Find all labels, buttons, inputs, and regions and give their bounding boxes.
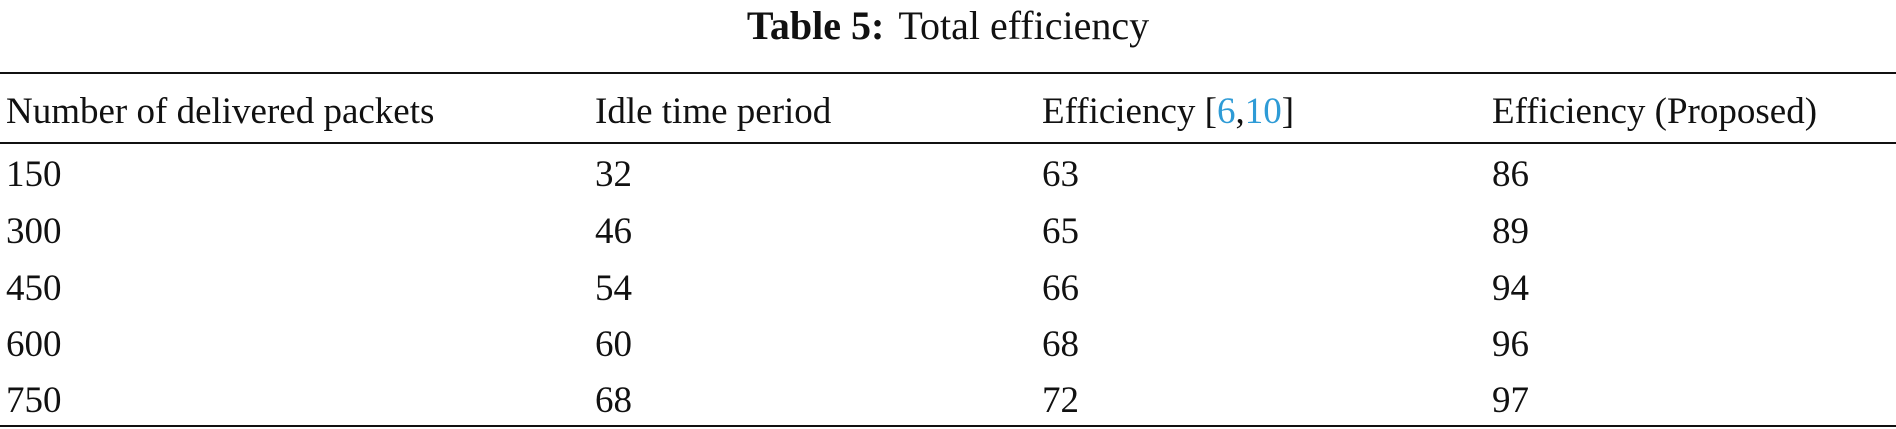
table-cell: 54	[595, 268, 632, 309]
caption-title: Total efficiency	[898, 3, 1150, 48]
citation-link[interactable]: 10	[1244, 91, 1282, 132]
header-cell: Efficiency (Proposed)	[1492, 91, 1818, 132]
table-cell: 32	[595, 154, 632, 195]
table-cell: 300	[6, 211, 62, 252]
table-cell: 46	[595, 211, 632, 252]
header-cell: Number of delivered packets	[6, 91, 435, 132]
table-cell: 94	[1492, 268, 1529, 309]
table-caption: Table 5: Total efficiency	[0, 2, 1896, 49]
table-cell: 150	[6, 154, 62, 195]
header-text: Efficiency [	[1042, 91, 1217, 132]
table-cell: 60	[595, 324, 632, 365]
header-cell: Efficiency [6,10]	[1042, 93, 1294, 130]
table-cell: 450	[6, 268, 62, 309]
table-cell: 63	[1042, 154, 1079, 195]
table-cell: 96	[1492, 324, 1529, 365]
bottom-rule	[0, 425, 1896, 427]
table-cell: 600	[6, 324, 62, 365]
table-cell: 68	[595, 380, 632, 421]
table-cell: 89	[1492, 211, 1529, 252]
top-rule	[0, 72, 1896, 74]
caption-label: Table 5:	[746, 3, 885, 48]
header-cell: Idle time period	[595, 91, 832, 132]
header-rule	[0, 142, 1896, 144]
table-cell: 65	[1042, 211, 1079, 252]
header-text: ]	[1281, 91, 1295, 132]
table-cell: 97	[1492, 380, 1529, 421]
table-cell: 750	[6, 380, 62, 421]
table-cell: 68	[1042, 324, 1079, 365]
citation-link[interactable]: 6	[1216, 91, 1236, 132]
table-cell: 72	[1042, 380, 1079, 421]
table-cell: 66	[1042, 268, 1079, 309]
header-text: ,	[1235, 91, 1245, 132]
table-cell: 86	[1492, 154, 1529, 195]
